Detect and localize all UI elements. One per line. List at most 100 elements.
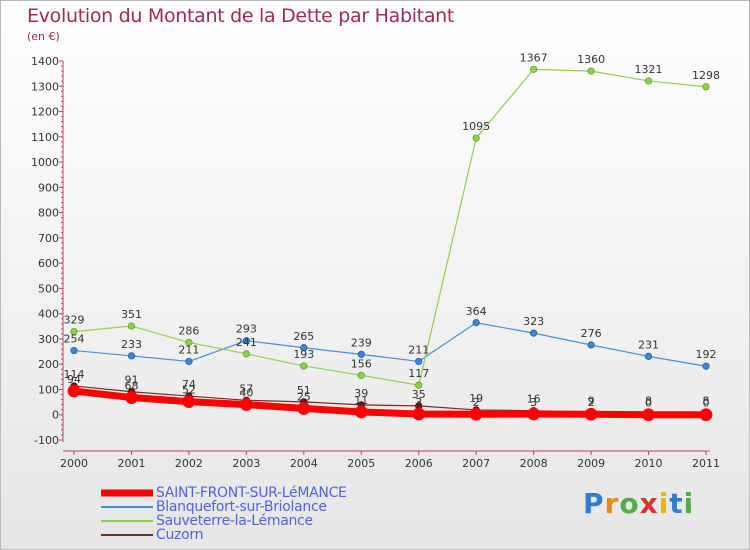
data-label: 2 [473, 396, 480, 409]
y-tick-label: -100 [34, 434, 59, 447]
x-tick-label: 2000 [60, 457, 88, 470]
data-label: 192 [696, 348, 717, 361]
data-label: 233 [121, 338, 142, 351]
data-label: 2 [588, 396, 595, 409]
x-tick-label: 2001 [117, 457, 145, 470]
data-label: 25 [297, 390, 311, 403]
data-point [297, 402, 311, 415]
data-label: 40 [239, 387, 253, 400]
x-tick-label: 2011 [692, 457, 720, 470]
data-point [702, 362, 710, 370]
y-tick-label: 300 [38, 333, 59, 346]
data-point [127, 352, 136, 360]
data-label: 16 [527, 393, 541, 406]
data-point [242, 350, 250, 358]
data-label: 211 [178, 343, 199, 356]
data-label: 286 [178, 324, 199, 337]
legend-item-sauveterre: Sauveterre-la-Lémance [101, 513, 347, 529]
data-label: 351 [121, 308, 142, 321]
data-label: 94 [67, 373, 81, 386]
data-point [70, 328, 78, 336]
data-point [584, 407, 598, 421]
x-tick-label: 2005 [347, 457, 375, 470]
data-label: 323 [523, 315, 544, 328]
y-tick-label: 1100 [31, 131, 59, 144]
data-point [185, 357, 193, 366]
y-tick-label: 1000 [31, 156, 59, 169]
legend-label: Blanquefort-sur-Briolance [156, 499, 327, 515]
data-label: 3 [415, 396, 422, 409]
data-point [644, 77, 653, 85]
data-label: 39 [354, 387, 368, 400]
series-line-2 [73, 68, 707, 386]
data-label: 211 [408, 343, 429, 356]
data-label: 254 [64, 333, 85, 346]
y-tick-label: 100 [38, 383, 59, 396]
data-label: 57 [239, 382, 253, 395]
data-label: 239 [351, 336, 372, 349]
y-tick-label: 600 [38, 257, 59, 270]
data-label: 1298 [692, 69, 720, 82]
y-tick-label: 1400 [31, 55, 59, 68]
data-label: 156 [351, 357, 372, 370]
legend-label: SAINT-FRONT-SUR-LéMANCE [156, 485, 347, 501]
data-point [67, 384, 81, 398]
y-tick-label: 500 [38, 282, 59, 295]
y-tick-label: 1300 [31, 80, 59, 93]
data-point [472, 319, 480, 327]
data-label: 9 [588, 394, 595, 407]
data-label: 68 [124, 380, 138, 393]
data-label: 3 [530, 396, 537, 409]
y-tick-label: 200 [38, 358, 59, 371]
x-tick-label: 2009 [577, 457, 605, 470]
y-tick-label: 700 [38, 232, 59, 245]
data-label: 231 [638, 338, 659, 351]
data-label: 1367 [520, 51, 548, 64]
x-tick-label: 2008 [520, 457, 548, 470]
legend-swatch [101, 506, 153, 508]
data-label: 8 [703, 395, 710, 408]
x-tick-label: 2006 [405, 457, 433, 470]
data-point [185, 338, 193, 347]
data-label: 293 [236, 323, 257, 336]
data-point [125, 391, 138, 404]
data-point [530, 65, 538, 73]
legend-item-cuzorn: Cuzorn [101, 527, 347, 543]
x-tick-label: 2004 [290, 457, 318, 470]
data-point [242, 337, 250, 345]
data-point [644, 352, 653, 360]
legend-label: Sauveterre-la-Lémance [156, 513, 313, 529]
legend-item-saint-front: SAINT-FRONT-SUR-LéMANCE [101, 485, 347, 501]
data-label: 114 [64, 368, 85, 381]
data-point [239, 398, 253, 412]
data-point [587, 341, 595, 349]
chart-unit: (en €) [27, 30, 60, 43]
series-line-1 [73, 322, 707, 367]
x-tick-label: 2010 [635, 457, 663, 470]
data-label: 329 [64, 314, 85, 327]
legend-swatch [101, 489, 153, 497]
legend-label: Cuzorn [156, 527, 204, 543]
data-label: 265 [293, 330, 314, 343]
series-line-0 [73, 387, 706, 419]
data-point [357, 350, 365, 358]
data-label: 241 [236, 336, 257, 349]
chart-title: Evolution du Montant de la Dette par Hab… [27, 5, 455, 27]
y-tick-label: 900 [38, 181, 59, 194]
legend-item-blanquefort: Blanquefort-sur-Briolance [101, 499, 347, 515]
data-point [587, 67, 595, 75]
data-label: 52 [182, 384, 196, 397]
data-label: 8 [645, 395, 652, 408]
data-label: 0 [645, 397, 652, 410]
data-point [127, 322, 136, 330]
data-point [70, 346, 78, 355]
data-label: 193 [293, 348, 314, 361]
y-tick-label: 400 [38, 308, 59, 321]
data-point [415, 357, 423, 366]
x-tick-label: 2002 [175, 457, 203, 470]
data-label: 19 [469, 392, 483, 405]
data-label: 1360 [577, 53, 605, 66]
data-label: 51 [297, 384, 311, 397]
